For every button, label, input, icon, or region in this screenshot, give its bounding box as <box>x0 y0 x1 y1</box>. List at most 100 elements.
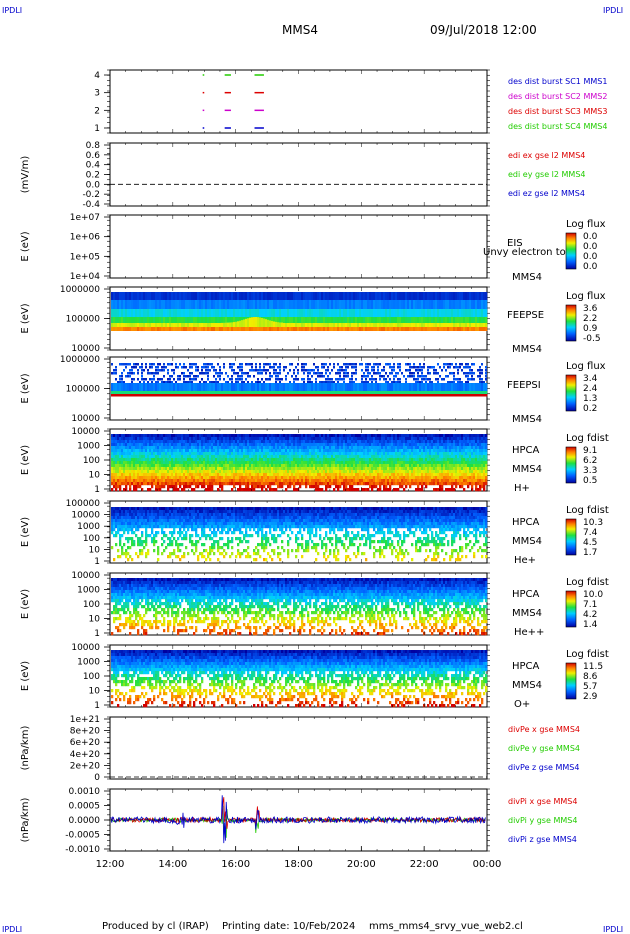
spectro-cell <box>349 470 352 474</box>
spectro-cell <box>115 455 118 459</box>
spectro-cell <box>287 476 290 480</box>
spectro-cell <box>323 383 326 391</box>
spectro-cell <box>179 452 182 456</box>
spectro-cell <box>467 383 470 391</box>
spectro-cell <box>359 383 362 391</box>
spectro-cell <box>465 317 468 323</box>
spectro-cell <box>395 394 398 397</box>
spectro-cell <box>213 458 216 462</box>
spectro-cell <box>295 446 298 450</box>
spectro-cell <box>137 372 139 375</box>
spectro-cell <box>365 369 367 372</box>
spectro-cell <box>167 394 170 397</box>
spectro-cell <box>177 458 180 462</box>
spectro-cell <box>207 461 210 465</box>
spectro-cell <box>161 437 164 441</box>
spectro-cell <box>229 394 232 397</box>
spectro-cell <box>289 476 292 480</box>
spectro-cell <box>131 440 134 444</box>
spectro-cell <box>283 452 286 456</box>
spectro-cell <box>281 449 284 453</box>
spectro-cell <box>359 309 362 317</box>
spectro-cell <box>385 292 388 300</box>
spectro-cell <box>259 446 262 450</box>
spectro-cell <box>211 452 214 456</box>
spectro-cell <box>181 473 184 477</box>
spectro-cell <box>305 464 308 468</box>
spectro-cell <box>217 440 220 444</box>
spectro-cell <box>211 383 214 391</box>
spectro-cell <box>181 455 184 459</box>
spectro-cell <box>193 479 196 483</box>
spectro-cell <box>273 317 276 323</box>
spectro-cell <box>299 476 302 480</box>
spectro-cell <box>243 372 245 375</box>
spectro-cell <box>279 327 282 331</box>
spectro-cell <box>221 488 224 492</box>
spectro-cell <box>345 455 348 459</box>
spectro-cell <box>267 434 270 438</box>
spectro-cell <box>115 443 118 447</box>
spectro-cell <box>223 322 226 327</box>
spectro-cell <box>305 309 308 317</box>
spectro-cell <box>183 470 186 474</box>
spectro-cell <box>151 378 153 381</box>
spectro-cell <box>279 485 282 489</box>
spectro-cell <box>237 479 240 483</box>
spectro-cell <box>323 300 326 309</box>
spectro-cell <box>225 309 228 317</box>
spectro-cell <box>225 434 228 438</box>
spectro-cell <box>285 394 288 397</box>
spectro-cell <box>191 394 194 397</box>
spectro-cell <box>269 485 272 489</box>
spectro-cell <box>261 372 263 375</box>
spectro-cell <box>467 300 470 309</box>
spectro-cell <box>455 309 458 317</box>
spectro-cell <box>187 317 190 323</box>
spectro-cell <box>457 292 460 300</box>
spectro-cell <box>253 369 255 372</box>
spectro-cell <box>325 488 328 492</box>
spectro-cell <box>313 363 315 366</box>
spectro-cell <box>223 440 226 444</box>
spectro-cell <box>121 476 124 480</box>
spectro-cell <box>379 327 382 331</box>
spectro-cell <box>375 300 378 309</box>
spectro-cell <box>117 461 120 465</box>
spectro-cell <box>197 449 200 453</box>
spectro-cell <box>367 443 370 447</box>
spectro-cell <box>289 485 292 489</box>
spectro-cell <box>375 323 378 327</box>
spectro-cell <box>353 437 356 441</box>
spectro-cell <box>147 479 150 483</box>
spectro-cell <box>451 323 454 327</box>
spectro-cell <box>293 378 295 381</box>
spectro-cell <box>349 455 352 459</box>
spectro-cell <box>245 452 248 456</box>
spectro-cell <box>355 443 358 447</box>
spectro-cell <box>253 327 256 331</box>
spectro-cell <box>257 378 259 381</box>
spectro-cell <box>239 383 242 391</box>
spectro-cell <box>269 437 272 441</box>
spectro-cell <box>309 470 312 474</box>
spectro-cell <box>141 317 144 323</box>
spectro-cell <box>261 479 264 483</box>
spectro-cell <box>119 485 122 489</box>
spectro-cell <box>233 470 236 474</box>
spectro-cell <box>115 394 118 397</box>
spectro-cell <box>317 394 320 397</box>
spectro-cell <box>129 485 132 489</box>
spectro-cell <box>129 443 132 447</box>
spectro-cell <box>253 317 256 327</box>
spectro-cell <box>311 383 314 391</box>
spectro-cell <box>165 327 168 331</box>
spectro-cell <box>469 309 472 317</box>
spectro-cell <box>195 455 198 459</box>
spectro-cell <box>299 446 302 450</box>
spectro-cell <box>361 363 363 366</box>
spectro-cell <box>169 292 172 300</box>
spectro-cell <box>127 440 130 444</box>
spectro-cell <box>187 479 190 483</box>
spectro-cell <box>123 434 126 438</box>
